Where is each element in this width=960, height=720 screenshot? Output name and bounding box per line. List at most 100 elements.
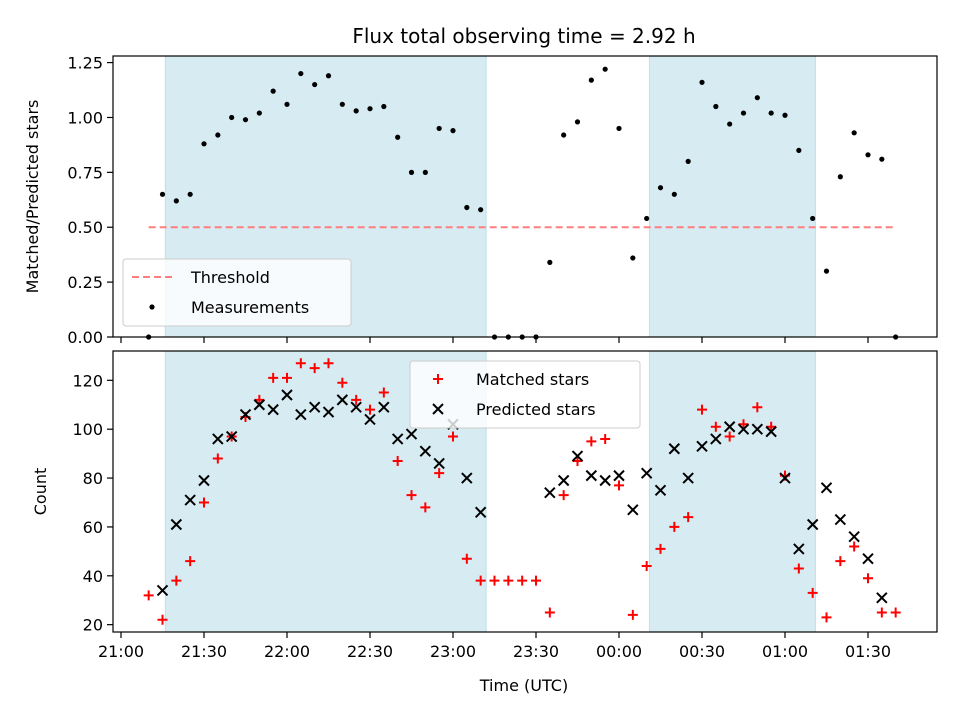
point-predicted-stars (198, 474, 210, 487)
panel-ratio: 0.00 0.25 0.50 0.75 1.00 1.25 Matched/Predicte… (23, 54, 938, 347)
point-measurement (616, 125, 622, 132)
point-matched-stars (282, 372, 292, 383)
point-matched-stars (835, 556, 846, 567)
point-matched-stars (337, 377, 348, 388)
point-measurement (159, 191, 166, 197)
point-matched-stars (655, 543, 666, 554)
point-predicted-stars (682, 472, 694, 484)
point-measurement (201, 141, 207, 147)
point-predicted-stars (585, 469, 598, 482)
point-matched-stars (365, 404, 375, 415)
point-matched-stars (849, 541, 860, 552)
legend-predicted-marker (432, 403, 444, 415)
point-predicted-stars (391, 433, 404, 445)
point-predicted-stars (793, 543, 805, 555)
point-predicted-stars (544, 487, 556, 499)
point-measurement (740, 110, 747, 116)
point-matched-stars (434, 468, 445, 479)
point-predicted-stars (806, 518, 819, 531)
point-predicted-stars (834, 513, 847, 526)
point-predicted-stars (820, 482, 833, 494)
point-matched-stars (323, 358, 334, 369)
point-predicted-stars (253, 399, 266, 411)
point-matched-stars (697, 404, 707, 415)
point-matched-stars (392, 455, 403, 466)
point-matched-stars (489, 575, 500, 586)
x-tick-label: 00:00 (596, 642, 642, 661)
y-axis-title: Matched/Predicted stars (23, 100, 42, 294)
x-tick-label: 22:00 (264, 642, 310, 661)
point-measurement (312, 81, 318, 88)
point-predicted-stars (364, 413, 376, 426)
point-predicted-stars (723, 421, 736, 433)
point-matched-stars (171, 575, 182, 586)
point-matched-stars (544, 607, 555, 618)
point-predicted-stars (654, 484, 667, 496)
y-tick-label: 60 (83, 518, 103, 537)
point-matched-stars (586, 436, 597, 447)
point-measurement (851, 130, 857, 136)
point-measurement (879, 156, 885, 162)
point-matched-stars (627, 609, 638, 620)
point-matched-stars (475, 575, 486, 586)
point-measurement (782, 112, 788, 118)
y-tick-label: 80 (83, 469, 103, 488)
point-predicted-stars (862, 552, 874, 565)
point-predicted-stars (170, 518, 183, 531)
point-predicted-stars (156, 584, 169, 597)
point-measurement (339, 101, 345, 107)
x-tick-label: 01:30 (845, 642, 891, 661)
axes-frame (112, 55, 938, 338)
point-matched-stars (669, 521, 680, 532)
point-measurement (644, 215, 650, 222)
point-measurement (256, 110, 262, 116)
legend-box (122, 258, 352, 327)
point-measurement (381, 103, 387, 110)
point-measurement (727, 121, 733, 127)
point-matched-stars (600, 433, 611, 444)
point-matched-stars (807, 587, 818, 598)
point-predicted-stars (308, 401, 321, 413)
point-measurement (602, 66, 608, 72)
point-matched-stars (517, 575, 528, 586)
point-predicted-stars (267, 403, 279, 416)
point-measurement (173, 198, 179, 204)
point-predicted-stars (613, 469, 625, 482)
point-measurement (574, 119, 581, 125)
point-matched-stars (295, 358, 306, 369)
point-predicted-stars (212, 433, 224, 445)
legend-measurements-label: Measurements (191, 298, 309, 317)
point-measurement (561, 132, 567, 138)
point-measurement (588, 77, 594, 83)
legend-threshold-label: Threshold (190, 268, 270, 287)
point-matched-stars (254, 394, 265, 405)
point-measurement (436, 125, 442, 132)
panel-counts: 20 40 60 80 100 120 21:00 21:30 22:00 22:30 23:00 2… (31, 350, 938, 661)
legend-matched-marker (433, 374, 443, 384)
point-predicted-stars (474, 506, 487, 518)
y-tick-label: 0.75 (67, 163, 103, 182)
x-tick-label: 01:00 (762, 642, 808, 661)
point-measurement (229, 114, 235, 121)
point-measurement (367, 106, 373, 112)
legend-measurements-marker (149, 304, 155, 310)
x-tick-label: 21:30 (181, 642, 227, 661)
point-measurement (837, 174, 843, 180)
point-matched-stars (420, 502, 431, 513)
point-predicted-stars (779, 472, 791, 484)
point-matched-stars (157, 614, 168, 625)
point-predicted-stars (281, 389, 293, 401)
point-measurement (242, 117, 249, 123)
point-predicted-stars (557, 474, 570, 487)
point-predicted-stars (336, 394, 349, 406)
point-matched-stars (503, 575, 514, 586)
point-matched-stars (378, 387, 389, 398)
x-tick-label: 00:30 (679, 642, 725, 661)
point-predicted-stars (571, 450, 584, 462)
x-tick-label: 21:00 (98, 642, 144, 661)
point-measurement (422, 169, 428, 175)
point-measurement (298, 70, 304, 77)
point-matched-stars (724, 431, 735, 442)
point-predicted-stars (184, 494, 196, 506)
